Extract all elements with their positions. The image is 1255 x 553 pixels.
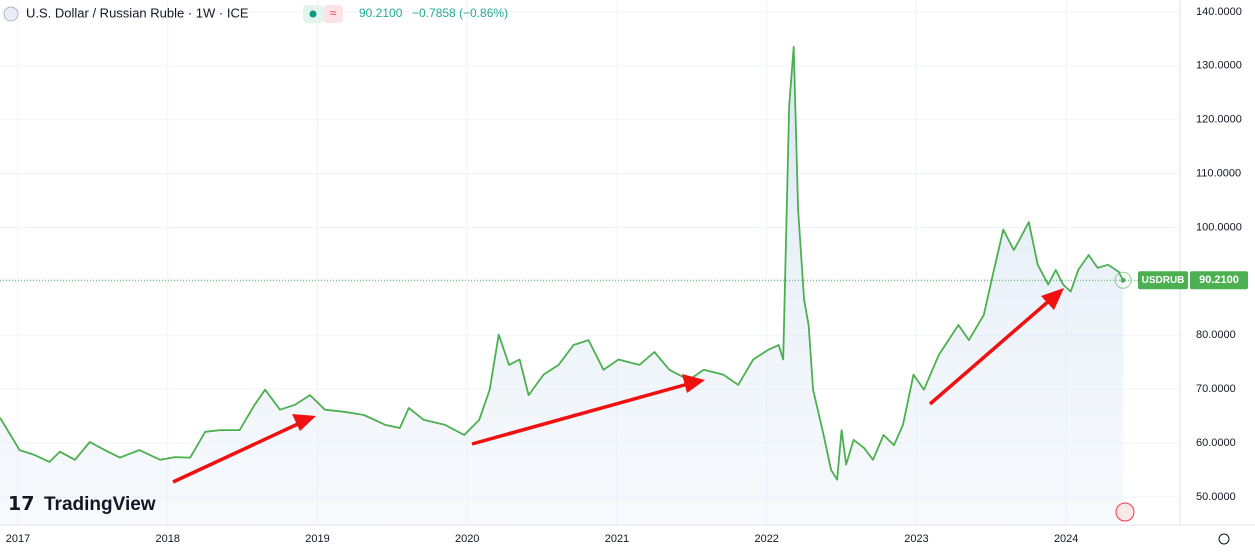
annotation-arrows [172, 288, 1064, 484]
price-label: 90.2100 [1199, 274, 1239, 286]
x-tick-label: 2017 [6, 533, 30, 545]
y-tick-label: 50.0000 [1196, 491, 1236, 503]
y-tick-label: 140.0000 [1196, 6, 1242, 18]
delay-icon: ≈ [330, 6, 337, 20]
y-tick-label: 130.0000 [1196, 60, 1242, 72]
x-tick-label: 2022 [754, 533, 778, 545]
settings-icon[interactable] [1218, 533, 1230, 545]
delay-badge[interactable] [323, 5, 343, 23]
y-tick-label: 110.0000 [1196, 167, 1241, 179]
brand: TradingView [44, 494, 156, 515]
y-tick-label: 120.0000 [1196, 114, 1242, 126]
last-point [1120, 277, 1126, 283]
symbol-label: USDRUB [1142, 275, 1185, 286]
header-change: −0.7858 (−0.86%) [412, 6, 508, 20]
x-tick-label: 2020 [455, 533, 479, 545]
y-tick-label: 60.0000 [1196, 437, 1236, 449]
logo-mark: 𝟭𝟳 [8, 494, 34, 515]
x-tick-label: 2023 [904, 533, 928, 545]
symbol-title: U.S. Dollar / Russian Ruble · 1W · ICE [26, 5, 249, 20]
event-icon[interactable] [1115, 502, 1135, 522]
y-tick-label: 70.0000 [1196, 383, 1236, 395]
symbol-label-bg [1138, 271, 1188, 290]
y-tick-label: 100.0000 [1196, 221, 1242, 233]
x-tick-label: 2021 [605, 533, 629, 545]
x-tick-label: 2019 [305, 533, 329, 545]
x-tick-label: 2024 [1054, 533, 1078, 545]
flag-icon [3, 6, 19, 22]
y-tick-label: 80.0000 [1196, 329, 1236, 341]
price-label-bg [1190, 271, 1248, 290]
plot [0, 46, 1180, 526]
status-dot [309, 10, 317, 18]
last-point-ring [1114, 271, 1132, 289]
area [0, 46, 1124, 526]
header-price: 90.2100 [359, 6, 403, 20]
x-tick-label: 2018 [155, 533, 179, 545]
